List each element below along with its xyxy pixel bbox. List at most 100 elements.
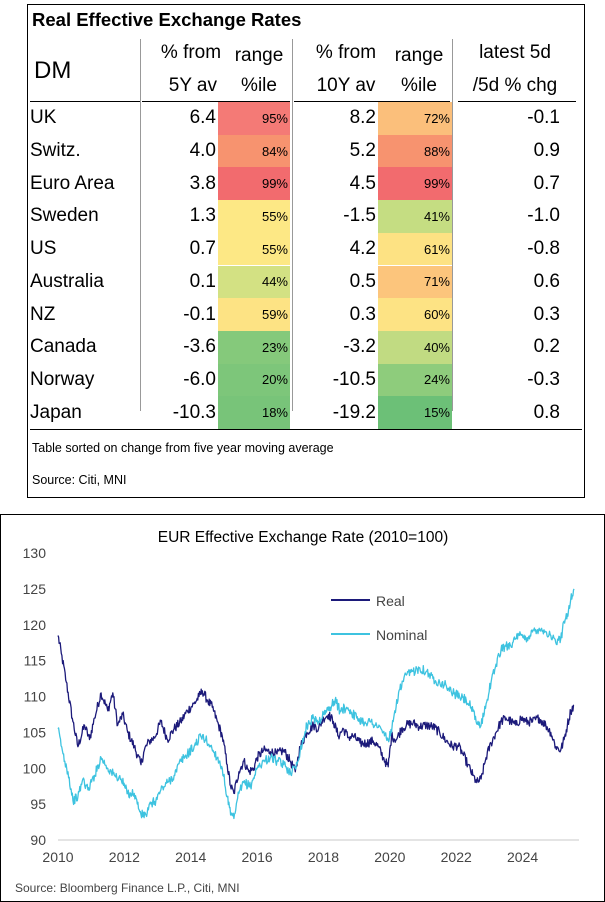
table-row: NZ -0.1 59% 0.3 60% 0.3 — [28, 298, 584, 331]
table-row: US 0.7 55% 4.2 61% -0.8 — [28, 232, 584, 266]
from-10y-value: 4.5 — [349, 172, 376, 194]
header-from-5y-line1: % from — [160, 42, 222, 63]
range-5y-cell: 44% — [218, 265, 290, 299]
eur-reer-chart: EUR Effective Exchange Rate (2010=100) 9… — [0, 514, 605, 902]
range-5y-cell: 55% — [218, 200, 290, 233]
divider-10y — [292, 39, 293, 411]
header-range-5y-line1: range — [234, 45, 284, 66]
x-tick-label: 2022 — [441, 849, 472, 865]
x-tick-label: 2016 — [242, 849, 273, 865]
header-underline-dm — [30, 101, 140, 102]
table-title: Real Effective Exchange Rates — [32, 9, 302, 30]
table-row: Sweden 1.3 55% -1.5 41% -1.0 — [28, 200, 584, 233]
from-5y-value: 6.4 — [189, 107, 216, 129]
table-row: Canada -3.6 23% -3.2 40% 0.2 — [28, 330, 584, 364]
header-range-10y-line2: %ile — [401, 75, 437, 96]
from-5y-value: 3.8 — [189, 172, 216, 194]
chg-value: 0.2 — [533, 336, 560, 358]
range-5y-cell: 20% — [218, 363, 290, 397]
series-group — [57, 588, 575, 820]
x-tick-label: 2014 — [175, 849, 206, 865]
y-axis-ticks: 90 95 100 105 110 115 120 125 130 — [23, 545, 47, 848]
y-tick-label: 105 — [23, 724, 47, 740]
country-name: Euro Area — [30, 172, 115, 194]
chg-value: 0.6 — [533, 270, 560, 292]
table-note: Table sorted on change from five year mo… — [32, 441, 334, 455]
header-range-10y-line1: range — [394, 45, 444, 66]
range-10y-cell: 61% — [378, 232, 452, 266]
header-underline-10y — [294, 101, 450, 102]
range-5y-cell: 59% — [218, 298, 290, 331]
chg-value: 0.7 — [533, 172, 560, 194]
table-row: Switz. 4.0 84% 5.2 88% 0.9 — [28, 134, 584, 168]
from-10y-value: -3.2 — [343, 336, 376, 358]
y-tick-label: 110 — [24, 689, 47, 705]
range-5y-cell: 23% — [218, 330, 290, 364]
from-5y-value: -10.3 — [172, 401, 216, 423]
y-tick-label: 130 — [23, 545, 47, 561]
table-row: Australia 0.1 44% 0.5 71% 0.6 — [28, 265, 584, 299]
from-10y-value: -10.5 — [332, 368, 376, 390]
country-name: Japan — [30, 401, 82, 423]
chg-value: -1.0 — [527, 205, 560, 227]
header-underline-chg — [458, 101, 576, 102]
from-10y-value: 0.3 — [349, 303, 376, 325]
country-name: NZ — [30, 303, 56, 325]
range-10y-cell: 88% — [378, 134, 452, 168]
range-10y-cell: 99% — [378, 167, 452, 201]
range-10y-cell: 71% — [378, 265, 452, 299]
header-from-10y-line2: 10Y av — [316, 75, 376, 96]
country-name: Canada — [30, 336, 97, 358]
from-10y-value: 8.2 — [349, 107, 376, 129]
chart-canvas: EUR Effective Exchange Rate (2010=100) 9… — [23, 529, 579, 865]
range-10y-cell: 72% — [378, 102, 452, 135]
range-5y-cell: 55% — [218, 232, 290, 266]
dm-header: DM — [34, 57, 72, 84]
country-name: Australia — [30, 270, 104, 292]
x-tick-label: 2018 — [308, 849, 339, 865]
x-tick-label: 2010 — [42, 849, 73, 865]
table-row: Euro Area 3.8 99% 4.5 99% 0.7 — [28, 167, 584, 201]
y-tick-label: 120 — [23, 617, 47, 633]
legend-label-real: Real — [376, 593, 405, 609]
reer-table: Real Effective Exchange Rates DM % from … — [27, 4, 585, 498]
divider-chg — [452, 39, 453, 411]
y-tick-label: 115 — [24, 653, 47, 669]
range-5y-cell: 84% — [218, 134, 290, 168]
y-tick-label: 90 — [30, 832, 46, 848]
range-5y-cell: 18% — [218, 396, 290, 429]
legend-label-nominal: Nominal — [376, 627, 427, 643]
table-source: Source: Citi, MNI — [32, 473, 127, 487]
chart-title: EUR Effective Exchange Rate (2010=100) — [158, 529, 449, 546]
country-name: Sweden — [30, 205, 99, 227]
chg-value: -0.3 — [527, 368, 560, 390]
header-from-10y-line1: % from — [315, 42, 377, 63]
country-name: UK — [30, 107, 57, 129]
table-row: Norway -6.0 20% -10.5 24% -0.3 — [28, 363, 584, 397]
chg-value: -0.1 — [527, 107, 560, 129]
from-5y-value: 1.3 — [189, 205, 216, 227]
header-from-5y-line2: 5Y av — [168, 75, 217, 96]
country-name: Norway — [30, 368, 95, 390]
header-chg-line1: latest 5d — [479, 42, 551, 63]
table-row: Japan -10.3 18% -19.2 15% 0.8 — [28, 396, 584, 429]
table-row: UK 6.4 95% 8.2 72% -0.1 — [28, 102, 584, 135]
range-10y-cell: 15% — [378, 396, 452, 429]
series-line-nominal — [57, 588, 575, 820]
legend: Real Nominal — [331, 593, 427, 643]
from-10y-value: 0.5 — [349, 270, 376, 292]
from-5y-value: 0.1 — [189, 270, 216, 292]
header-chg-line2: /5d % chg — [472, 75, 558, 96]
from-10y-value: -19.2 — [332, 401, 376, 423]
x-tick-label: 2020 — [374, 849, 405, 865]
range-10y-cell: 41% — [378, 200, 452, 233]
y-tick-label: 100 — [23, 760, 47, 776]
from-5y-value: 0.7 — [189, 238, 216, 260]
country-name: US — [30, 238, 57, 260]
chg-value: 0.3 — [533, 303, 560, 325]
from-5y-value: -3.6 — [183, 336, 216, 358]
x-tick-label: 2012 — [109, 849, 140, 865]
country-name: Switz. — [30, 140, 81, 162]
range-10y-cell: 40% — [378, 330, 452, 364]
range-5y-cell: 99% — [218, 167, 290, 201]
